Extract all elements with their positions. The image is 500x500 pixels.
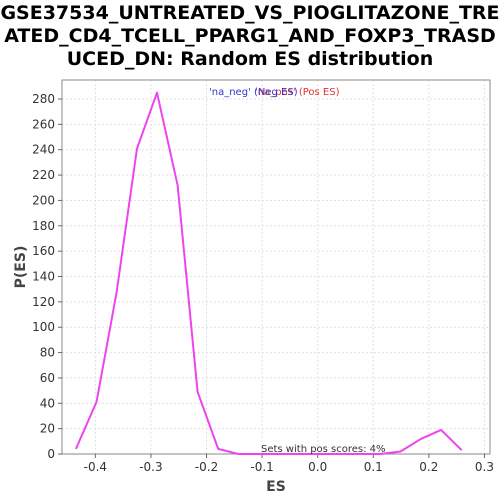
grid	[62, 80, 490, 455]
y-tick-label: 280	[32, 92, 55, 106]
y-tick-label: 140	[32, 270, 55, 284]
plot-area	[61, 79, 491, 455]
y-tick-label: 120	[32, 295, 55, 309]
legend-entry-pos: 'na_pos' (Pos ES)	[255, 87, 340, 98]
y-tick-label: 220	[32, 168, 55, 182]
y-tick-label: 260	[32, 117, 55, 131]
legend: 'na_pos' (Pos ES)'na_neg' (Neg ES)	[209, 87, 340, 98]
chart-title-line-3: UCED_DN: Random ES distribution	[66, 48, 434, 70]
y-tick-label: 180	[32, 219, 55, 233]
y-tick-label: 80	[40, 346, 55, 360]
y-tick-label: 240	[32, 143, 55, 157]
x-tick-label: -0.4	[84, 460, 107, 474]
y-tick-label: 0	[47, 447, 55, 461]
series-line	[74, 91, 463, 455]
x-tick-label: 0.3	[475, 460, 494, 474]
annotation: Sets with pos scores: 4%	[261, 444, 386, 455]
x-axis-label: ES	[266, 479, 286, 495]
x-tick-label: 0.1	[364, 460, 383, 474]
y-axis-label: P(ES)	[13, 246, 29, 289]
y-tick-label: 160	[32, 244, 55, 258]
legend-entry-neg: 'na_neg' (Neg ES)	[209, 87, 298, 98]
axis-ticks: -0.4 -0.3 -0.2 -0.1 0.0 0.1 0.2 0.3 0 20 40 60 80 100…	[32, 92, 494, 474]
x-tick-label: -0.2	[195, 460, 218, 474]
y-tick-label: 100	[32, 320, 55, 334]
chart-title: GSE37534_UNTREATED_VS_PIOGLITAZONE_TRE A…	[0, 2, 500, 71]
y-tick-label: 60	[40, 371, 55, 385]
y-tick-label: 40	[40, 396, 55, 410]
x-tick-label: 0.0	[308, 460, 327, 474]
chart-title-line-2: ATED_CD4_TCELL_PPARG1_AND_FOXP3_TRASD	[4, 25, 496, 47]
chart-title-line-1: GSE37534_UNTREATED_VS_PIOGLITAZONE_TRE	[0, 2, 500, 24]
x-tick-label: -0.1	[250, 460, 273, 474]
y-tick-label: 200	[32, 193, 55, 207]
x-tick-label: -0.3	[139, 460, 162, 474]
y-tick-label: 20	[40, 422, 55, 436]
x-tick-label: 0.2	[419, 460, 438, 474]
series	[74, 91, 463, 455]
